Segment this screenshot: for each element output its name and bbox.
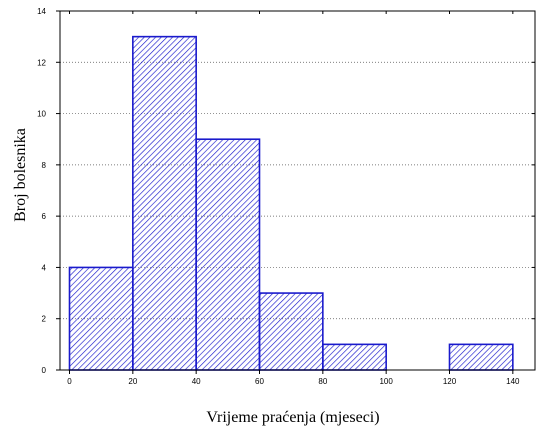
x-tick-label: 60 [255,377,264,386]
y-axis-title: Broj bolesnika [12,128,29,222]
x-tick-label: 120 [443,377,457,386]
y-tick-label: 10 [37,110,46,119]
x-tick-label: 140 [506,377,520,386]
y-tick-label: 12 [37,58,46,67]
x-tick-label: 0 [67,377,72,386]
x-axis-title: Vrijeme praćenja (mjeseci) [206,409,379,426]
y-tick-label: 8 [42,161,47,170]
y-tick-label: 14 [37,7,46,16]
x-tick-label: 20 [128,377,137,386]
x-tick-label: 40 [192,377,201,386]
x-tick-label: 100 [379,377,393,386]
histogram-bar [258,292,324,371]
bars [68,35,514,371]
y-tick-label: 4 [42,263,47,272]
y-tick-label: 6 [42,212,47,221]
ticks: 0 20 40 60 80 100 120 140 0 2 4 6 8 10 12 14 [37,7,535,386]
x-tick-label: 80 [318,377,327,386]
histogram-bar [195,138,261,371]
y-tick-label: 2 [42,315,47,324]
y-tick-label: 0 [42,366,47,375]
plot-frame [59,10,536,371]
histogram-bar [448,343,514,371]
histogram-bar [322,343,387,371]
histogram-bar [132,35,197,371]
histogram-bar [68,266,134,371]
